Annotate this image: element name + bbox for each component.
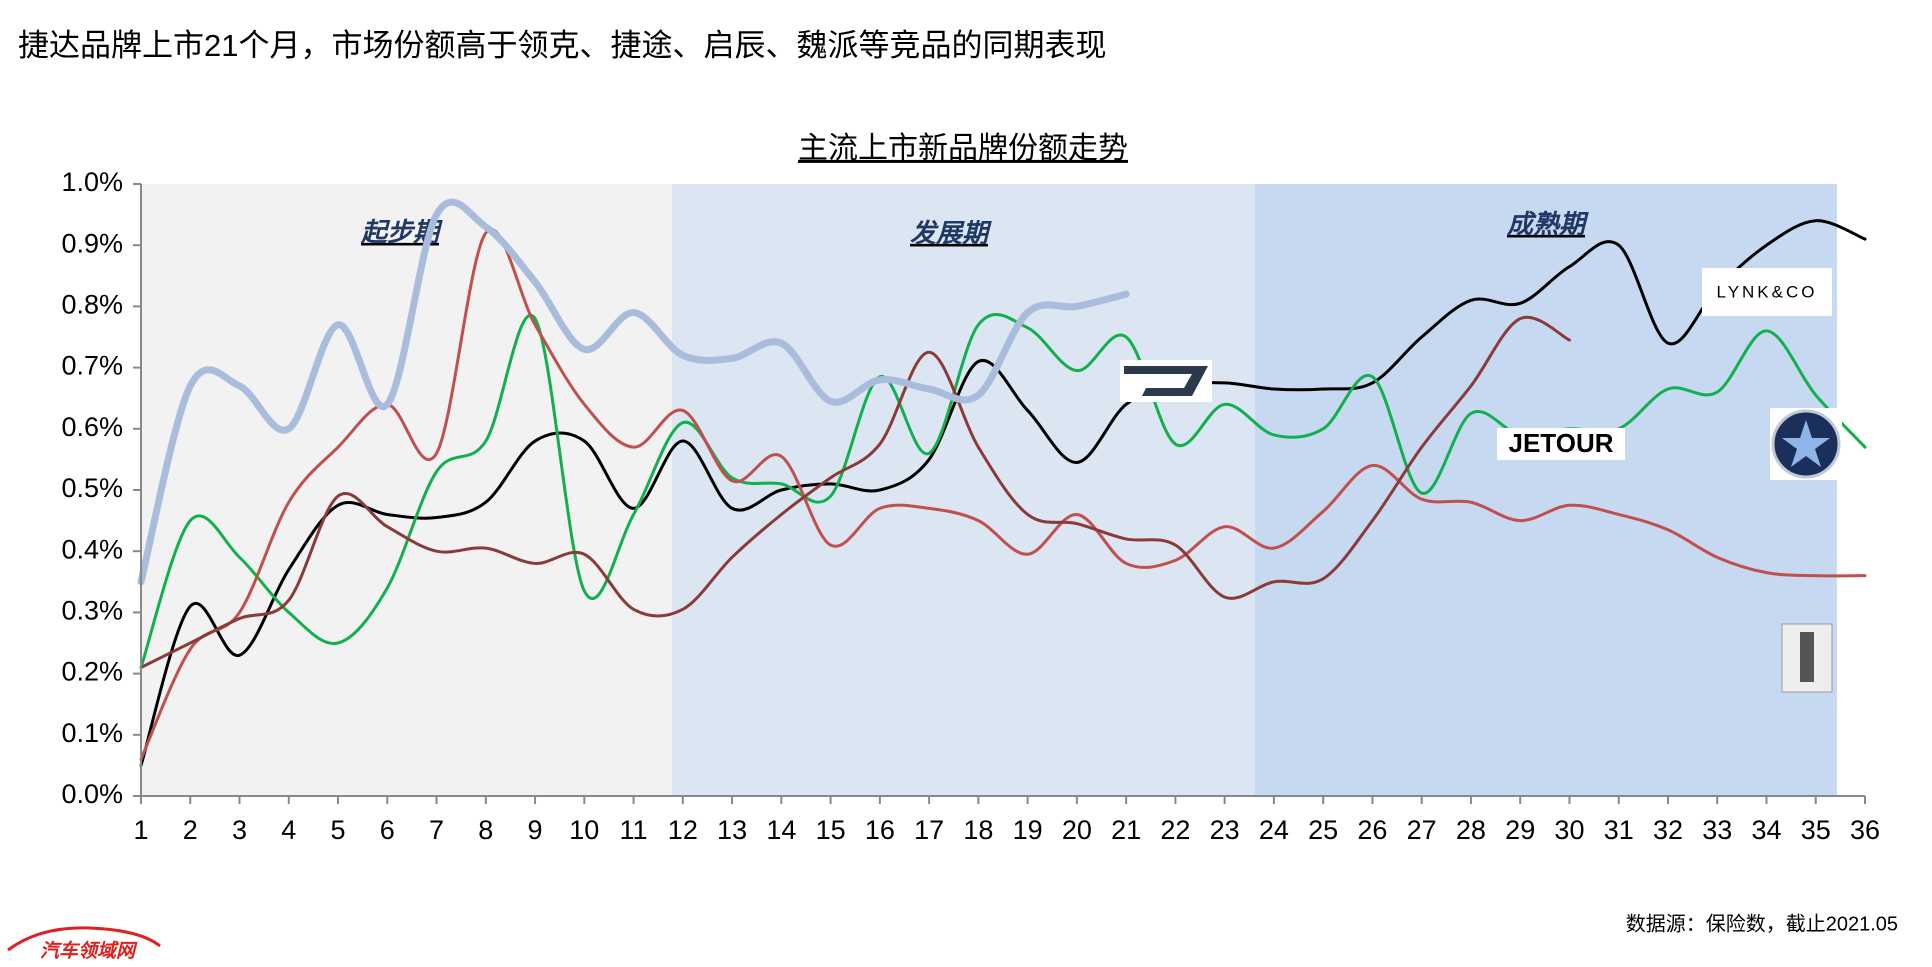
x-tick-label: 11: [620, 815, 648, 845]
source-note: 数据源：保险数，截止2021.05: [1626, 912, 1898, 935]
x-tick-label: 30: [1554, 815, 1584, 845]
y-tick-label: 0.9%: [61, 228, 123, 258]
x-tick-label: 29: [1505, 815, 1535, 845]
watermark-car: [7, 926, 161, 952]
x-tick-label: 8: [478, 815, 493, 845]
y-tick-label: 0.3%: [61, 596, 123, 626]
brand-logos: LYNK&CO JETOUR: [1120, 268, 1842, 693]
x-tick-label: 7: [429, 815, 444, 845]
lynkco-logo: LYNK&CO: [1717, 282, 1818, 301]
x-tick-label: 35: [1801, 815, 1831, 845]
x-tick-label: 3: [232, 815, 247, 845]
x-tick-label: 5: [331, 815, 346, 845]
chart-title: 主流上市新品牌份额走势: [798, 132, 1128, 165]
logo-bg: [1702, 268, 1832, 316]
x-tick-label: 26: [1357, 815, 1387, 845]
x-tick-label: 17: [914, 815, 944, 845]
series-line: [139, 228, 1867, 761]
x-tick-label: 22: [1160, 815, 1190, 845]
x-tick-label: 24: [1259, 815, 1289, 845]
x-tick-label: 16: [865, 815, 895, 845]
logo-bg: [1497, 428, 1625, 460]
x-tick-label: 1: [133, 815, 148, 845]
phase-backgrounds: [141, 184, 1837, 796]
series-line: [137, 198, 1130, 586]
jetta-logo: [1124, 366, 1208, 396]
y-tick-label: 0.0%: [61, 779, 123, 809]
x-tick-label: 2: [183, 815, 198, 845]
x-tick-label: 12: [668, 815, 698, 845]
y-tick-label: 0.6%: [61, 412, 123, 442]
x-tick-label: 10: [569, 815, 599, 845]
phase-growth-bg: [672, 184, 1255, 796]
jetour-logo: JETOUR: [1509, 428, 1614, 458]
lines: [137, 198, 1867, 767]
y-tick-label: 0.1%: [61, 718, 123, 748]
watermark: 汽车领域网: [40, 940, 138, 962]
y-tick-label: 0.7%: [61, 351, 123, 381]
x-tick-label: 6: [380, 815, 395, 845]
phase-label: 发展期: [910, 218, 992, 248]
phase-start-bg: [141, 184, 672, 796]
x-tick-label: 20: [1062, 815, 1092, 845]
x-tick-label: 32: [1653, 815, 1683, 845]
x-tick-label: 27: [1407, 815, 1437, 845]
x-tick-label: 36: [1850, 815, 1880, 845]
x-tick-label: 25: [1308, 815, 1338, 845]
x-tick-label: 31: [1604, 815, 1634, 845]
x-tick-label: 19: [1013, 815, 1043, 845]
x-tick-label: 4: [281, 815, 296, 845]
page-title: 捷达品牌上市21个月，市场份额高于领克、捷途、启辰、魏派等竞品的同期表现: [18, 28, 1106, 63]
x-tick-label: 9: [528, 815, 543, 845]
series-line: [139, 219, 1867, 767]
x-tick-label: 34: [1751, 815, 1781, 845]
x-tick-label: 14: [766, 815, 796, 845]
x-tick-label: 15: [816, 815, 846, 845]
venucia-star: [1782, 420, 1830, 467]
x-tick-label: 13: [717, 815, 747, 845]
phase-label: 成熟期: [1506, 209, 1589, 239]
y-tick-label: 0.2%: [61, 657, 123, 687]
wey-logo-bar: [1800, 632, 1814, 682]
y-tick-label: 0.8%: [61, 290, 123, 320]
x-tick-label: 18: [963, 815, 993, 845]
series-line: [139, 315, 1571, 669]
x-tick-label: 23: [1210, 815, 1240, 845]
x-tick-label: 28: [1456, 815, 1486, 845]
x-tick-label: 33: [1702, 815, 1732, 845]
y-tick-label: 0.5%: [61, 473, 123, 503]
x-tick-label: 21: [1111, 815, 1141, 845]
y-tick-label: 1.0%: [61, 167, 123, 197]
y-tick-label: 0.4%: [61, 534, 123, 564]
